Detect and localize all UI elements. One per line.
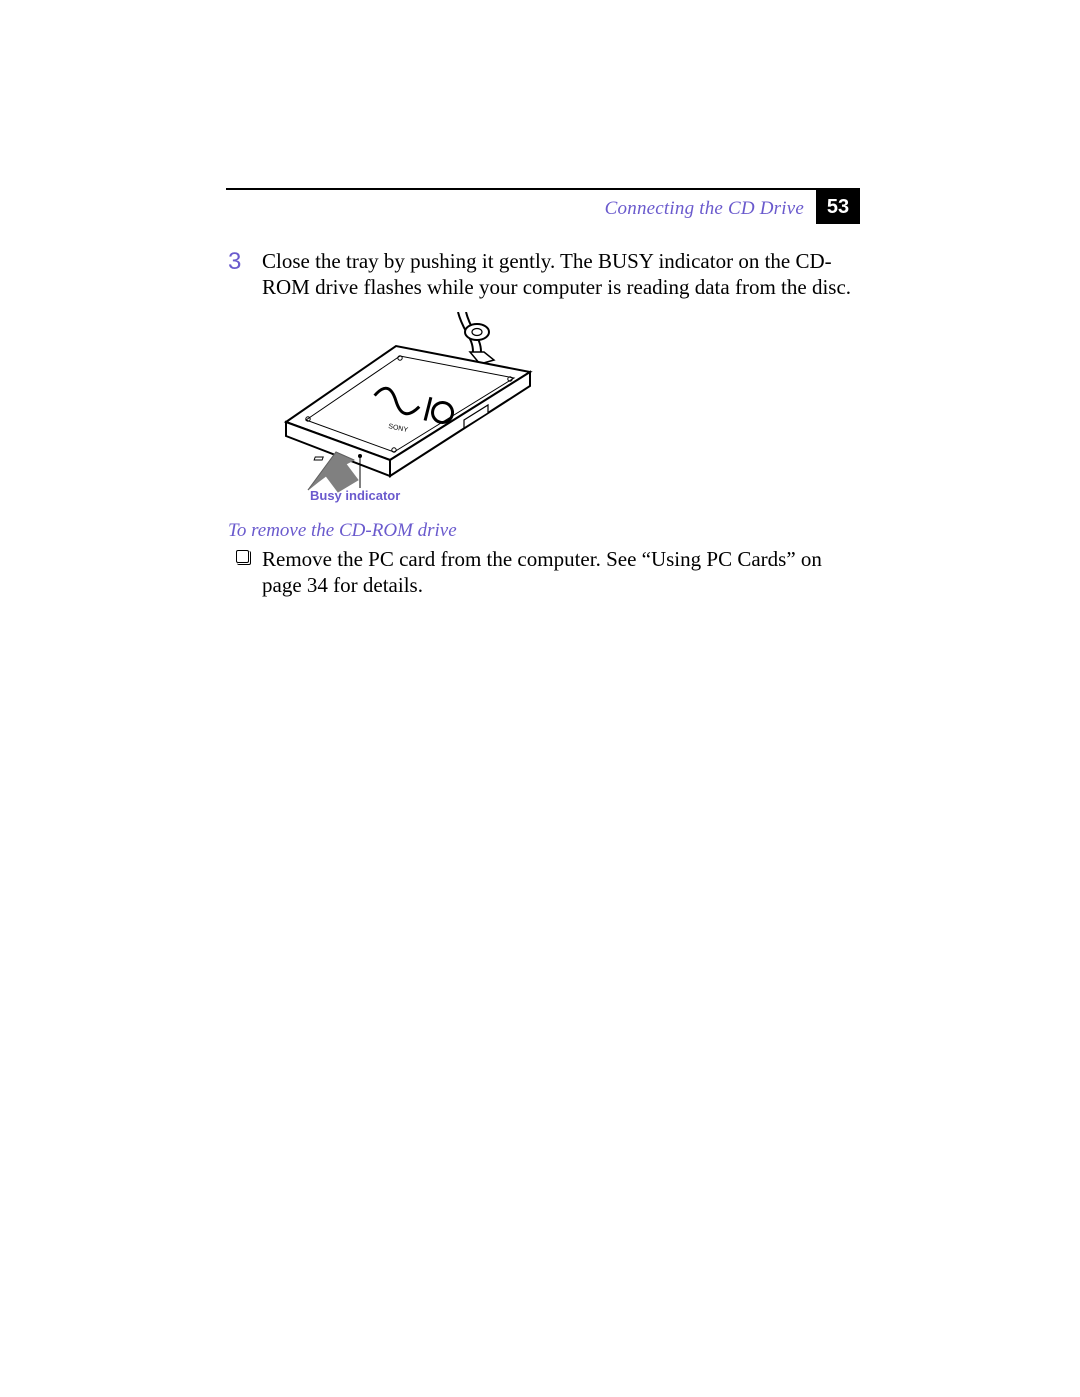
- running-title: Connecting the CD Drive: [605, 198, 804, 220]
- manual-page: Connecting the CD Drive 53 3 Close the t…: [0, 0, 1080, 1397]
- cdrom-diagram: SONY: [258, 312, 568, 512]
- diagram-svg: SONY: [258, 312, 568, 512]
- step-text: Close the tray by pushing it gently. The…: [262, 248, 860, 301]
- remove-drive-heading: To remove the CD-ROM drive: [228, 520, 457, 542]
- step-3: 3 Close the tray by pushing it gently. T…: [228, 248, 860, 301]
- step-number: 3: [228, 248, 241, 276]
- header-rule: [226, 188, 860, 190]
- page-number-box: 53: [816, 190, 860, 224]
- bullet-text: Remove the PC card from the computer. Se…: [262, 546, 860, 599]
- page-number: 53: [827, 196, 849, 219]
- bullet-item: Remove the PC card from the computer. Se…: [228, 546, 860, 599]
- bullet-icon: [236, 550, 249, 563]
- busy-indicator-label: Busy indicator: [310, 488, 400, 503]
